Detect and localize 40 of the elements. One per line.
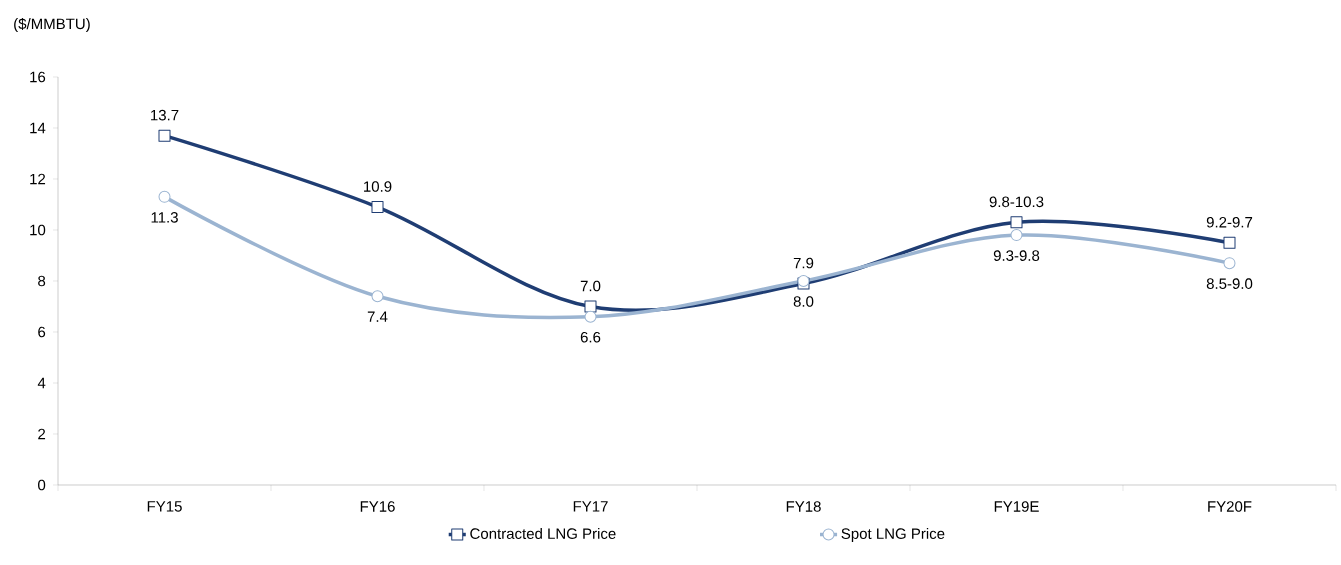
y-tick-label: 2 — [38, 428, 46, 440]
data-label: 9.2-9.7 — [1206, 216, 1253, 228]
point — [1223, 257, 1236, 270]
point — [1223, 236, 1236, 249]
legend-label: Spot LNG Price — [841, 527, 945, 542]
x-tick-label: FY17 — [573, 501, 608, 512]
data-label: 9.8-10.3 — [989, 196, 1044, 208]
y-tick-label: 12 — [30, 173, 46, 185]
data-label: 8.5-9.0 — [1206, 278, 1253, 289]
data-label: 11.3 — [151, 212, 178, 223]
data-label: 13.7 — [151, 109, 179, 121]
data-label: 6.6 — [580, 331, 601, 343]
x-tick-label: FY16 — [360, 501, 395, 512]
y-tick-label: 10 — [30, 224, 46, 236]
data-label: 7.9 — [793, 257, 814, 269]
point — [371, 201, 384, 214]
x-tick-label: FY15 — [147, 501, 182, 512]
x-tick-label: FY19E — [994, 501, 1039, 512]
data-label: 7.4 — [367, 311, 388, 322]
y-tick-label: 16 — [30, 71, 46, 83]
y-tick-label: 0 — [38, 479, 46, 491]
y-tick-label: 4 — [37, 377, 46, 389]
y-tick-label: 14 — [30, 122, 46, 134]
point — [158, 190, 171, 203]
point — [584, 310, 597, 323]
data-label: 10.9 — [364, 181, 392, 192]
point — [158, 129, 171, 142]
data-label: 9.3-9.8 — [993, 250, 1040, 261]
y-tick-label: 8 — [38, 275, 46, 287]
legend-label: Contracted LNG Price — [470, 527, 616, 539]
x-tick-label: FY18 — [786, 501, 821, 512]
point — [1010, 229, 1023, 242]
y-axis-title: ($/MMBTU) — [14, 17, 90, 33]
data-label: 8.0 — [793, 296, 814, 307]
y-tick-label: 6 — [38, 326, 46, 338]
x-tick-label: FY20F — [1208, 501, 1252, 512]
point — [584, 300, 597, 313]
point — [1010, 216, 1023, 229]
point — [371, 290, 384, 303]
data-label: 7.0 — [580, 280, 601, 292]
